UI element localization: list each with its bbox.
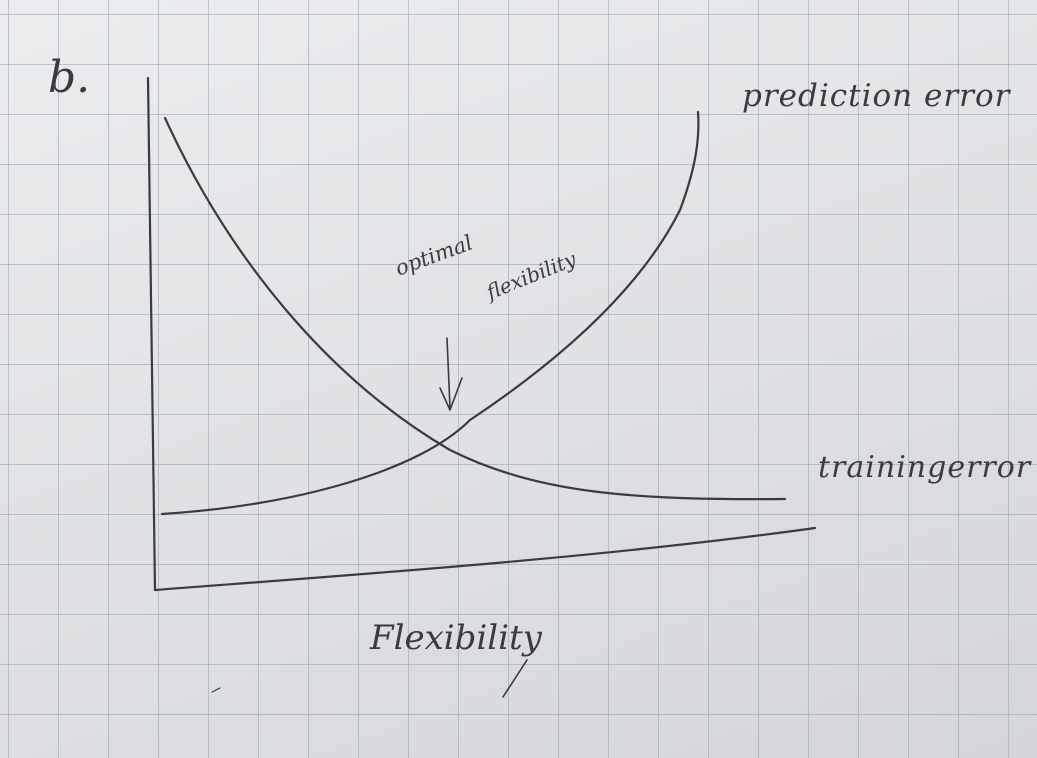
y-axis (146, 76, 157, 592)
x-axis-label: Flexibility (370, 618, 542, 658)
optimum-arrow-shaft (446, 337, 451, 409)
training-error-curve (163, 116, 787, 501)
prediction-error-label: prediction error (742, 78, 1011, 114)
prediction-error-curve (160, 110, 700, 516)
pen-stroke-mark (502, 659, 528, 698)
stray-tick-mark (211, 687, 221, 693)
optimum-arrow-head (439, 377, 463, 411)
training-error-label: trainingerror (818, 450, 1032, 485)
x-axis (153, 526, 817, 592)
part-label: b. (48, 52, 91, 103)
